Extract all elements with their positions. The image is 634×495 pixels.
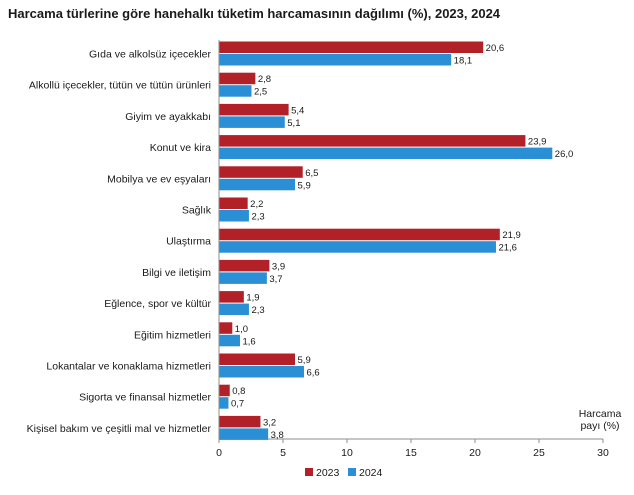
data-label-2024: 2,3	[251, 212, 264, 223]
category-label: Eğlence, spor ve kültür	[104, 298, 211, 310]
category-label: Lokantalar ve konaklama hizmetleri	[46, 361, 211, 373]
bar-2024	[220, 272, 267, 284]
bar-2023	[220, 42, 484, 54]
data-label-2024: 1,6	[242, 336, 255, 347]
bar-2023	[220, 354, 296, 366]
bar-2023	[220, 104, 289, 116]
bar-2024	[220, 397, 229, 409]
bar-2023	[220, 416, 261, 428]
x-axis-title: payı (%)	[580, 420, 619, 432]
x-tick-label: 20	[469, 447, 481, 459]
data-label-2024: 2,5	[254, 87, 267, 98]
x-tick-label: 5	[280, 447, 286, 459]
category-label: Giyim ve ayakkabı	[125, 111, 211, 123]
bar-2023	[220, 322, 233, 334]
data-label-2024: 18,1	[454, 56, 473, 67]
bar-2023	[220, 198, 248, 210]
legend-label-2024: 2024	[359, 467, 383, 479]
category-label: Eğitim hizmetleri	[134, 329, 211, 341]
bar-2024	[220, 366, 304, 378]
data-label-2024: 6,6	[306, 368, 319, 379]
data-label-2023: 5,9	[298, 355, 311, 366]
data-label-2024: 3,8	[271, 430, 284, 441]
category-label: Sigorta ve finansal hizmetler	[79, 392, 211, 404]
data-label-2023: 3,9	[272, 261, 285, 272]
data-label-2024: 5,9	[298, 180, 311, 191]
data-label-2024: 5,1	[287, 118, 300, 129]
category-label: Alkollü içecekler, tütün ve tütün ürünle…	[29, 80, 211, 92]
data-label-2023: 6,5	[305, 168, 318, 179]
category-label: Kişisel bakım ve çeşitli mal ve hizmetle…	[27, 423, 212, 435]
data-label-2023: 5,4	[291, 105, 304, 116]
data-label-2023: 1,9	[246, 293, 259, 304]
bar-2024	[220, 304, 249, 316]
bar-2024	[220, 148, 553, 160]
bar-2024	[220, 241, 496, 253]
category-label: Gıda ve alkolsüz içecekler	[89, 49, 211, 61]
data-label-2023: 0,8	[232, 386, 245, 397]
bar-2024	[220, 210, 249, 222]
bar-2023	[220, 73, 256, 85]
category-label: Konut ve kira	[150, 142, 211, 154]
category-label: Mobilya ve ev eşyaları	[107, 173, 211, 185]
data-label-2023: 21,9	[502, 230, 521, 241]
data-label-2024: 26,0	[555, 149, 574, 160]
data-label-2023: 1,0	[235, 324, 248, 335]
legend-swatch-2024	[348, 468, 356, 476]
data-label-2023: 2,2	[250, 199, 263, 210]
x-axis-title: Harcama	[579, 408, 622, 420]
legend-label-2023: 2023	[316, 467, 340, 479]
bar-2023	[220, 260, 270, 272]
bar-2023	[220, 135, 526, 147]
x-tick-label: 0	[216, 447, 222, 459]
bar-2024	[220, 335, 240, 347]
x-tick-label: 15	[405, 447, 417, 459]
x-tick-label: 25	[533, 447, 545, 459]
bar-2023	[220, 229, 500, 241]
bar-2023	[220, 291, 244, 303]
x-tick-label: 30	[597, 447, 609, 459]
bar-2024	[220, 428, 269, 440]
data-label-2024: 21,6	[498, 243, 516, 254]
category-label: Bilgi ve iletişim	[142, 267, 211, 279]
x-tick-label: 10	[341, 447, 353, 459]
data-label-2024: 0,7	[231, 399, 244, 410]
category-label: Ulaştırma	[166, 236, 211, 248]
data-label-2023: 20,6	[486, 43, 505, 54]
bar-2023	[220, 385, 230, 397]
data-label-2024: 3,7	[269, 274, 282, 285]
data-label-2023: 3,2	[263, 417, 276, 428]
category-label: Sağlık	[182, 205, 212, 217]
bar-2023	[220, 166, 303, 178]
data-label-2024: 2,3	[251, 305, 264, 316]
data-label-2023: 23,9	[528, 137, 547, 148]
bar-2024	[220, 116, 285, 128]
data-label-2023: 2,8	[258, 74, 271, 85]
bar-2024	[220, 54, 452, 66]
bar-2024	[220, 85, 252, 97]
bar-2024	[220, 179, 296, 191]
bar-chart: 0 5 10 15 20 25 30 Harcamapayı (%) Gıda ve alkol…	[0, 0, 634, 495]
legend-swatch-2023	[305, 468, 313, 476]
